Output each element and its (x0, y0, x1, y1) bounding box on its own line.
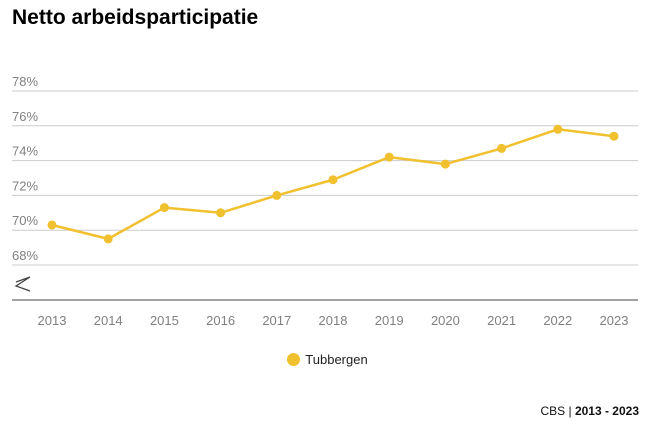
data-point (553, 124, 563, 134)
data-point (272, 190, 282, 200)
x-tick-label: 2022 (543, 313, 572, 328)
y-tick-label: 70% (12, 213, 38, 228)
y-tick-label: 74% (12, 144, 38, 159)
y-tick-label: 72% (12, 178, 38, 193)
axis-break-mark (14, 276, 31, 292)
data-point (384, 152, 394, 162)
x-axis-ticks: 2013 2014 2015 2016 2017 2018 2019 2020 2021 2022… (38, 313, 629, 328)
x-tick-label: 2021 (487, 313, 516, 328)
data-point (328, 175, 338, 185)
axis-break-icon (14, 276, 31, 292)
x-tick-label: 2013 (38, 313, 67, 328)
legend: Tubbergen (0, 352, 655, 369)
x-tick-label: 2023 (600, 313, 629, 328)
x-tick-label: 2015 (150, 313, 179, 328)
data-point (497, 143, 507, 153)
source-credit: CBS | 2013 - 2023 (540, 404, 639, 418)
gridlines (12, 90, 638, 266)
data-point (159, 203, 169, 213)
source-period: 2013 - 2023 (574, 404, 639, 418)
data-point (103, 234, 113, 244)
legend-label: Tubbergen (305, 352, 368, 367)
data-point (609, 131, 619, 141)
x-tick-label: 2019 (375, 313, 404, 328)
series-tubbergen (47, 124, 619, 244)
x-tick-label: 2014 (94, 313, 123, 328)
y-tick-label: 78% (12, 74, 38, 89)
x-tick-label: 2016 (206, 313, 235, 328)
data-point (440, 159, 450, 169)
y-tick-label: 68% (12, 248, 38, 263)
data-point (47, 220, 57, 230)
source-separator: | (568, 404, 572, 418)
source-name: CBS (540, 404, 566, 418)
chart-title: Netto arbeidsparticipatie (12, 6, 259, 29)
y-axis-ticks: 78% 76% 74% 72% 70% 68% (12, 74, 38, 263)
x-tick-label: 2018 (319, 313, 348, 328)
x-tick-label: 2017 (262, 313, 291, 328)
legend-item-tubbergen[interactable]: Tubbergen (287, 352, 368, 367)
x-tick-label: 2020 (431, 313, 460, 328)
y-tick-label: 76% (12, 109, 38, 124)
legend-swatch (287, 353, 301, 366)
data-point (216, 208, 226, 218)
